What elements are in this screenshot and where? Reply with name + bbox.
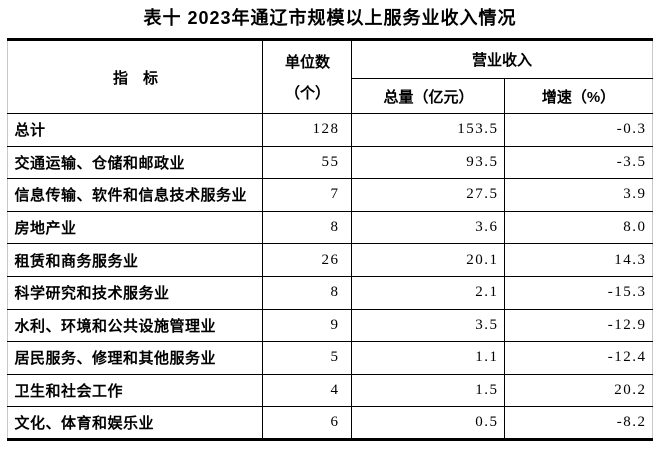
table-row: 房地产业 8 3.6 8.0 xyxy=(7,210,653,245)
row-label: 租赁和商务服务业 xyxy=(7,243,264,277)
growth-cell: 8.0 xyxy=(504,210,653,245)
col-header-units: 单位数 （个） xyxy=(262,38,353,114)
units-cell: 5 xyxy=(262,341,353,375)
row-label: 科学研究和技术服务业 xyxy=(7,275,264,310)
col-header-total: 总量（亿元） xyxy=(351,78,506,114)
table-row: 水利、环境和公共设施管理业 9 3.5 -12.9 xyxy=(7,308,653,343)
total-cell: 2.1 xyxy=(351,275,506,310)
total-cell: 0.5 xyxy=(351,406,506,441)
units-cell: 4 xyxy=(262,373,353,408)
growth-cell: -12.9 xyxy=(504,308,653,343)
income-table: 指 标 单位数 （个） 营业收入 总量（亿元） 增速（%） 总计 128 153… xyxy=(7,38,653,441)
header-row-top: 指 标 单位数 （个） 营业收入 xyxy=(7,38,653,114)
growth-cell: -3.5 xyxy=(504,145,653,180)
table-row: 总计 128 153.5 -0.3 xyxy=(7,113,653,147)
row-label: 卫生和社会工作 xyxy=(7,373,264,408)
total-cell: 27.5 xyxy=(351,178,506,212)
col-header-units-line2: （个） xyxy=(284,85,330,102)
col-header-units-line1: 单位数 xyxy=(284,54,330,71)
col-header-growth: 增速（%） xyxy=(504,78,653,114)
row-label: 文化、体育和娱乐业 xyxy=(7,406,264,441)
table-header: 指 标 单位数 （个） 营业收入 总量（亿元） 增速（%） xyxy=(7,38,653,114)
units-cell: 7 xyxy=(262,178,353,212)
row-label: 房地产业 xyxy=(7,210,264,245)
units-cell: 26 xyxy=(262,243,353,277)
growth-cell: -0.3 xyxy=(504,113,653,147)
row-label: 总计 xyxy=(7,113,264,147)
table-row: 文化、体育和娱乐业 6 0.5 -8.2 xyxy=(7,406,653,441)
units-cell: 8 xyxy=(262,210,353,245)
table-title: 表十 2023年通辽市规模以上服务业收入情况 xyxy=(143,8,517,28)
total-cell: 3.5 xyxy=(351,308,506,343)
growth-cell: 14.3 xyxy=(504,243,653,277)
row-label: 交通运输、仓储和邮政业 xyxy=(7,145,264,180)
total-cell: 1.1 xyxy=(351,341,506,375)
total-cell: 20.1 xyxy=(351,243,506,277)
growth-cell: -15.3 xyxy=(504,275,653,310)
table-row: 租赁和商务服务业 26 20.1 14.3 xyxy=(7,243,653,277)
growth-cell: -12.4 xyxy=(504,341,653,375)
table-body: 总计 128 153.5 -0.3 交通运输、仓储和邮政业 55 93.5 -3… xyxy=(7,113,653,441)
header-row-sub: 总量（亿元） 增速（%） xyxy=(8,78,653,114)
total-cell: 153.5 xyxy=(351,113,506,147)
table-row: 交通运输、仓储和邮政业 55 93.5 -3.5 xyxy=(7,145,653,180)
units-cell: 6 xyxy=(262,406,353,441)
row-label: 水利、环境和公共设施管理业 xyxy=(7,308,264,343)
row-label: 居民服务、修理和其他服务业 xyxy=(7,341,264,375)
table-row: 居民服务、修理和其他服务业 5 1.1 -12.4 xyxy=(7,341,653,375)
total-cell: 3.6 xyxy=(351,210,506,245)
total-cell: 93.5 xyxy=(351,145,506,180)
table-row: 科学研究和技术服务业 8 2.1 -15.3 xyxy=(7,275,653,310)
col-header-revenue-group: 营业收入 xyxy=(351,38,653,79)
growth-cell: 20.2 xyxy=(504,373,653,408)
units-cell: 9 xyxy=(262,308,353,343)
table-row: 卫生和社会工作 4 1.5 20.2 xyxy=(7,373,653,408)
total-cell: 1.5 xyxy=(351,373,506,408)
units-cell: 55 xyxy=(262,145,353,180)
row-label: 信息传输、软件和信息技术服务业 xyxy=(7,178,264,212)
col-header-indicator: 指 标 xyxy=(7,38,264,114)
growth-cell: 3.9 xyxy=(504,178,653,212)
units-cell: 128 xyxy=(262,113,353,147)
growth-cell: -8.2 xyxy=(504,406,653,441)
units-cell: 8 xyxy=(262,275,353,310)
table-row: 信息传输、软件和信息技术服务业 7 27.5 3.9 xyxy=(7,178,653,212)
